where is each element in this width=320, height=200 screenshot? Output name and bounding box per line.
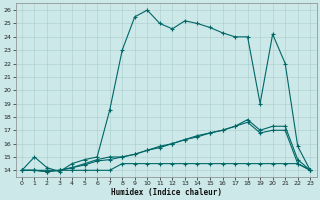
X-axis label: Humidex (Indice chaleur): Humidex (Indice chaleur) xyxy=(111,188,221,197)
